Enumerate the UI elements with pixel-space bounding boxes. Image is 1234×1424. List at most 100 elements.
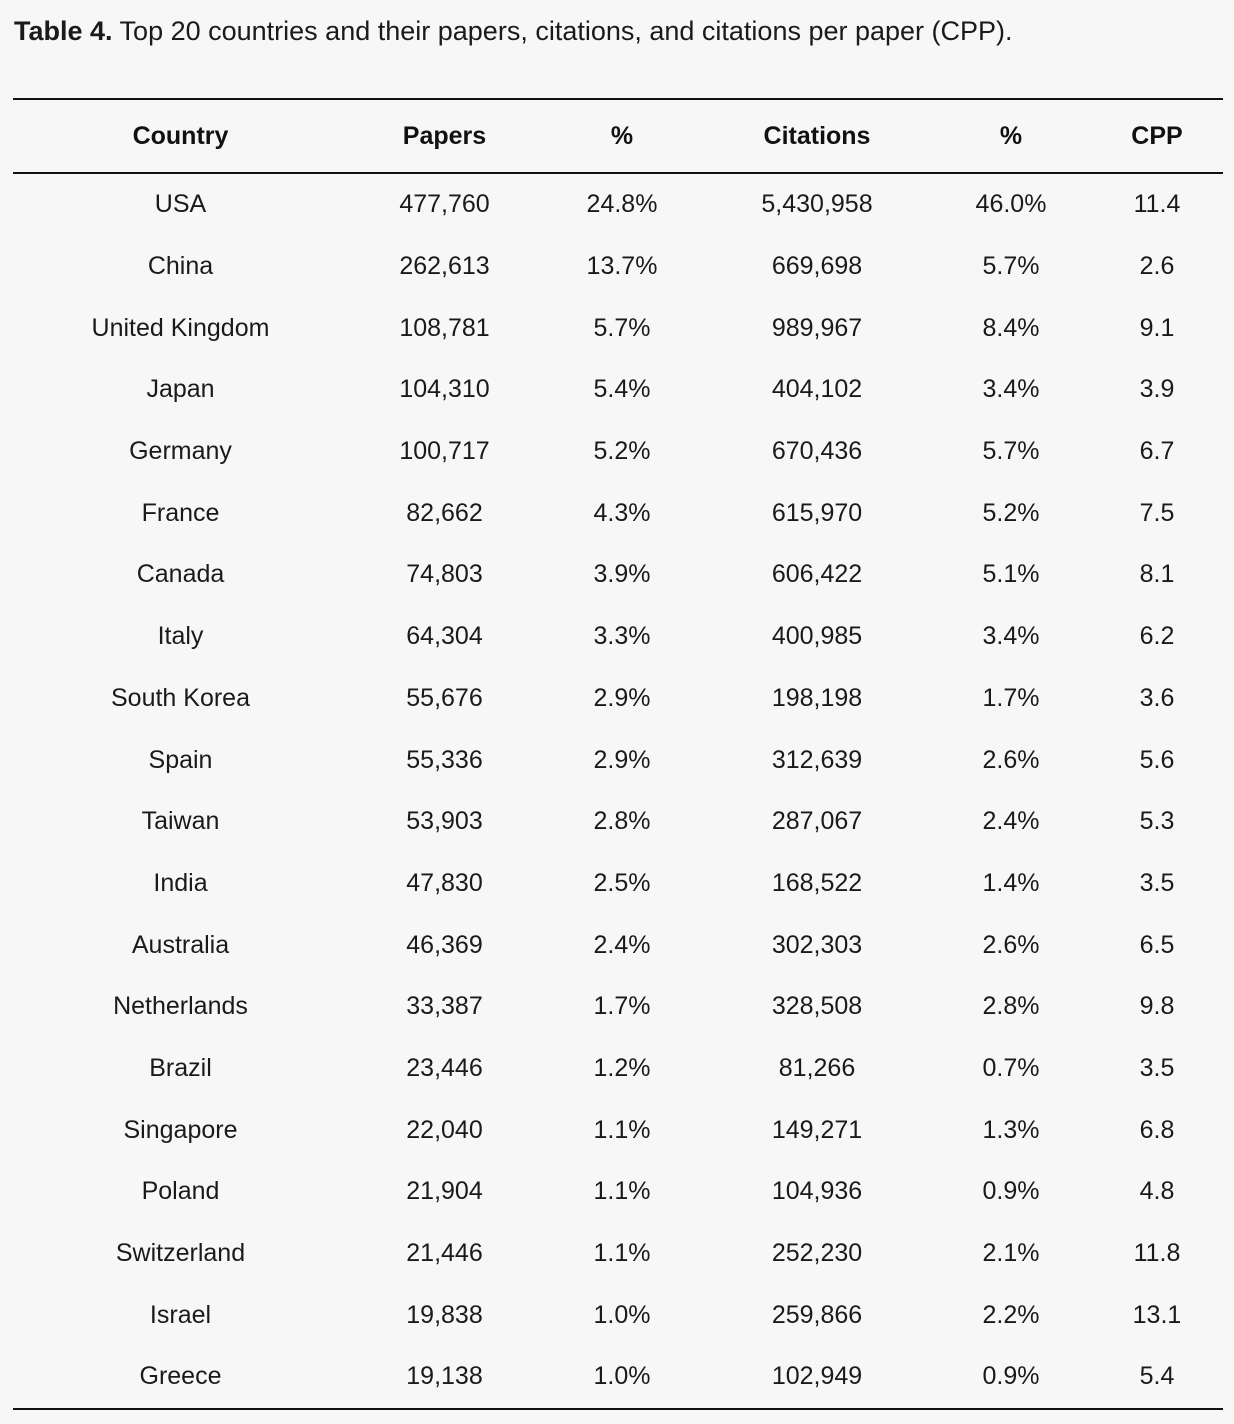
cell-citations: 989,967	[771, 313, 863, 342]
cell-citations-percent: 3.4%	[982, 622, 1040, 651]
table-row: Greece 19,138 1.0% 102,949 0.9% 5.4	[13, 1346, 1223, 1409]
cell-citations-percent: 2.4%	[982, 807, 1040, 836]
cell-papers-percent: 1.0%	[593, 1300, 651, 1329]
header-row: Country Papers% Citations% CPP	[13, 99, 1223, 174]
cell-citations-percent: 1.7%	[982, 683, 1040, 712]
cell-papers-percent: 2.5%	[593, 868, 651, 897]
cell-citations-percent: 5.2%	[982, 498, 1040, 527]
table-row: United Kingdom 108,781 5.7% 989,967 8.4% 9.1	[13, 297, 1223, 359]
cell-citations-percent: 0.9%	[982, 1362, 1040, 1391]
table-row: India 47,830 2.5% 168,522 1.4% 3.5	[13, 853, 1223, 915]
column-header-country: Country	[13, 99, 348, 174]
cell-papers: 74,803	[406, 560, 483, 589]
table-row: France 82,662 4.3% 615,970 5.2% 7.5	[13, 482, 1223, 544]
cell-papers: 477,760	[399, 190, 490, 219]
cell-papers-percent: 1.7%	[593, 992, 651, 1021]
cell-citations: 404,102	[771, 375, 863, 404]
cell-papers-percent: 2.8%	[593, 807, 651, 836]
cell-cpp: 6.5	[1139, 930, 1175, 959]
table-caption: Table 4. Top 20 countries and their pape…	[14, 14, 1013, 48]
table-row: Taiwan 53,903 2.8% 287,067 2.4% 5.3	[13, 791, 1223, 853]
cell-country: Poland	[141, 1177, 220, 1206]
cell-papers-percent: 2.9%	[593, 745, 651, 774]
cell-country: China	[147, 252, 214, 281]
cell-cpp: 11.8	[1133, 1239, 1181, 1268]
table-row: Israel 19,838 1.0% 259,866 2.2% 13.1	[13, 1284, 1223, 1346]
cell-citations-percent: 8.4%	[982, 313, 1040, 342]
column-header-citations-percent: %	[931, 99, 1091, 174]
cell-papers-percent: 1.1%	[593, 1177, 651, 1206]
cell-cpp: 3.6	[1139, 683, 1175, 712]
table-container: Country Papers% Citations% CPP USA 477,760 24…	[13, 98, 1223, 1410]
cell-cpp: 6.8	[1139, 1115, 1175, 1144]
cell-cpp: 3.9	[1139, 375, 1175, 404]
cell-papers: 19,138	[406, 1362, 483, 1391]
table-row: Italy 64,304 3.3% 400,985 3.4% 6.2	[13, 606, 1223, 668]
cell-papers: 33,387	[406, 992, 483, 1021]
cell-papers: 104,310	[399, 375, 490, 404]
cell-papers-percent: 5.2%	[593, 437, 651, 466]
cell-citations-percent: 3.4%	[982, 375, 1040, 404]
table-row: South Korea 55,676 2.9% 198,198 1.7% 3.6	[13, 668, 1223, 730]
cell-cpp: 13.1	[1132, 1300, 1182, 1329]
cell-papers: 262,613	[399, 252, 490, 281]
cell-citations: 81,266	[778, 1053, 856, 1082]
cell-cpp: 5.6	[1139, 745, 1175, 774]
cell-cpp: 6.7	[1139, 437, 1175, 466]
cell-citations-percent: 1.3%	[982, 1115, 1040, 1144]
cell-papers: 108,781	[399, 313, 490, 342]
cell-cpp: 7.5	[1139, 498, 1175, 527]
cell-citations: 400,985	[771, 622, 863, 651]
cell-papers-percent: 5.4%	[593, 375, 651, 404]
cell-cpp: 2.6	[1139, 252, 1175, 281]
table-row: Germany 100,717 5.2% 670,436 5.7% 6.7	[13, 421, 1223, 483]
cell-country: Netherlands	[113, 992, 248, 1021]
cell-citations-percent: 5.7%	[982, 252, 1040, 281]
cell-country: USA	[154, 190, 207, 219]
cell-cpp: 4.8	[1139, 1177, 1175, 1206]
cell-country: Spain	[148, 745, 213, 774]
table-caption-label: Table 4.	[14, 16, 113, 46]
cell-cpp: 3.5	[1139, 868, 1175, 897]
cell-papers-percent: 2.9%	[593, 683, 651, 712]
cell-citations: 606,422	[771, 560, 863, 589]
cell-country: Switzerland	[115, 1239, 246, 1268]
cell-cpp: 11.4	[1133, 190, 1181, 219]
column-header-citations: Citations	[703, 99, 931, 174]
cell-papers-percent: 1.1%	[593, 1239, 651, 1268]
cell-citations: 104,936	[771, 1177, 863, 1206]
cell-citations: 328,508	[771, 992, 863, 1021]
table-header: Country Papers% Citations% CPP	[13, 99, 1223, 174]
cell-citations-percent: 2.2%	[982, 1300, 1040, 1329]
cell-cpp: 5.3	[1139, 807, 1175, 836]
cell-papers: 55,336	[406, 745, 483, 774]
table-caption-text: Top 20 countries and their papers, citat…	[112, 16, 1013, 46]
cell-papers: 21,904	[406, 1177, 483, 1206]
cell-papers-percent: 1.0%	[593, 1362, 651, 1391]
cell-papers: 64,304	[406, 622, 483, 651]
column-header-papers: Papers	[348, 99, 541, 174]
cell-cpp: 8.1	[1139, 560, 1175, 589]
cell-citations: 287,067	[771, 807, 863, 836]
cell-papers: 55,676	[406, 683, 483, 712]
cell-papers: 23,446	[406, 1053, 483, 1082]
cell-cpp: 6.2	[1139, 622, 1175, 651]
data-table: Country Papers% Citations% CPP USA 477,760 24…	[13, 98, 1223, 1410]
cell-papers-percent: 5.7%	[593, 313, 651, 342]
cell-citations: 302,303	[771, 930, 863, 959]
cell-citations-percent: 2.6%	[982, 930, 1040, 959]
column-header-papers-percent: %	[541, 99, 703, 174]
cell-papers: 21,446	[406, 1239, 483, 1268]
cell-citations: 670,436	[771, 437, 863, 466]
cell-cpp: 3.5	[1139, 1053, 1175, 1082]
cell-citations: 102,949	[771, 1362, 863, 1391]
cell-country: India	[153, 868, 208, 897]
column-header-cpp: CPP	[1091, 99, 1223, 174]
cell-country: Canada	[136, 560, 225, 589]
cell-papers: 19,838	[406, 1300, 483, 1329]
cell-citations: 259,866	[771, 1300, 863, 1329]
table-row: Poland 21,904 1.1% 104,936 0.9% 4.8	[13, 1161, 1223, 1223]
cell-papers: 82,662	[406, 498, 483, 527]
cell-country: Brazil	[149, 1053, 212, 1082]
table-row: Australia 46,369 2.4% 302,303 2.6% 6.5	[13, 914, 1223, 976]
